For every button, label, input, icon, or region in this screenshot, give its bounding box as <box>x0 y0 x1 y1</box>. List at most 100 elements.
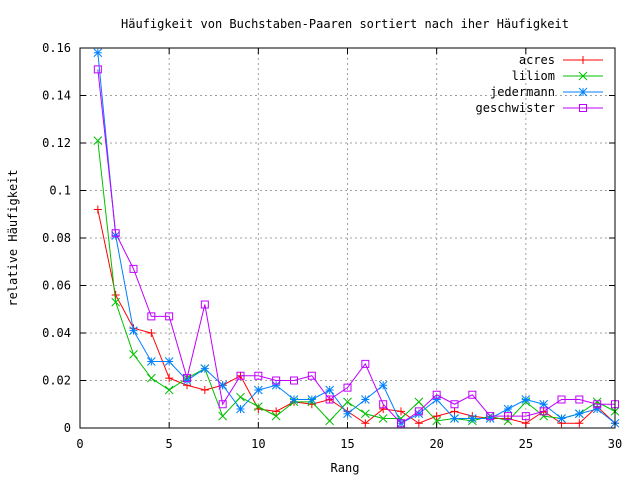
data-point-liliom <box>164 385 174 395</box>
data-point-liliom <box>325 416 335 426</box>
square-mark <box>129 264 138 273</box>
x-axis-label: Rang <box>331 461 360 475</box>
x-tick-label: 15 <box>340 437 354 451</box>
data-point-liliom <box>343 397 352 407</box>
star-mark <box>414 409 424 419</box>
star-mark <box>307 395 317 404</box>
data-point-jedermann <box>574 409 584 419</box>
data-point-geschwister <box>343 383 352 392</box>
series-geschwister <box>93 65 619 428</box>
data-point-jedermann <box>129 326 138 335</box>
data-point-geschwister <box>290 376 298 385</box>
data-point-jedermann <box>200 364 210 373</box>
data-point-liliom <box>378 414 388 423</box>
data-point-liliom <box>218 411 228 421</box>
data-point-geschwister <box>432 390 441 399</box>
cross-mark <box>360 409 370 419</box>
cross-mark <box>578 71 588 81</box>
data-point-acres <box>165 374 174 383</box>
cross-mark <box>236 392 245 402</box>
y-tick-label: 0.08 <box>42 231 71 245</box>
star-mark <box>325 385 335 395</box>
data-point-geschwister <box>450 400 459 409</box>
data-point-liliom <box>539 411 549 421</box>
cross-mark <box>592 397 602 407</box>
data-point-liliom <box>360 409 370 419</box>
data-point-geschwister <box>218 400 227 409</box>
data-point-jedermann <box>307 395 317 404</box>
data-point-geschwister <box>397 419 405 428</box>
cross-mark <box>271 411 281 421</box>
cross-mark <box>111 297 121 307</box>
square-mark <box>200 300 209 309</box>
data-point-jedermann <box>271 380 281 390</box>
star-mark <box>360 395 370 404</box>
plot-frame <box>79 47 616 429</box>
data-point-acres <box>521 419 530 428</box>
cross-mark <box>343 397 352 407</box>
star-mark <box>200 364 210 373</box>
star-mark <box>164 357 174 366</box>
data-point-acres <box>379 405 388 413</box>
square-mark <box>236 371 245 380</box>
legend-item-acres: acres <box>519 53 603 67</box>
data-point-liliom <box>236 392 245 402</box>
chart-title: Häufigkeit von Buchstaben-Paaren sortier… <box>121 17 569 31</box>
star-mark <box>557 414 566 423</box>
star-mark <box>253 385 263 395</box>
data-point-geschwister <box>272 376 281 385</box>
data-point-acres <box>200 386 209 394</box>
square-mark <box>111 229 120 238</box>
cross-mark <box>432 416 442 426</box>
cross-mark <box>503 416 513 426</box>
legend-label: jedermann <box>490 85 555 99</box>
square-mark <box>414 407 423 416</box>
y-tick-label: 0.12 <box>42 136 71 150</box>
square-mark <box>165 312 174 321</box>
data-point-jedermann <box>592 404 602 414</box>
data-point-liliom <box>146 373 156 383</box>
cross-mark <box>539 411 549 421</box>
cross-mark <box>325 416 335 426</box>
data-point-geschwister <box>468 390 477 399</box>
data-point-geschwister <box>147 312 156 321</box>
data-point-jedermann <box>557 414 566 423</box>
data-point-geschwister <box>307 371 316 380</box>
square-mark <box>290 376 298 385</box>
y-tick-label: 0.04 <box>42 326 71 340</box>
data-point-geschwister <box>486 412 495 421</box>
square-mark <box>521 412 530 421</box>
data-point-liliom <box>111 297 121 307</box>
legend-item-liliom: liliom <box>512 69 603 83</box>
data-point-acres <box>450 407 459 416</box>
square-mark <box>593 400 602 409</box>
star-mark <box>236 404 245 414</box>
star-mark <box>578 87 588 97</box>
data-point-acres <box>147 329 156 337</box>
data-point-geschwister <box>593 400 602 409</box>
data-point-acres <box>432 412 441 421</box>
series-jedermann <box>93 48 620 428</box>
axes: 0 0.02 0.04 0.06 0.08 0.1 0.12 0.14 0.16 0 5 10 15 20… <box>42 41 622 451</box>
square-mark <box>379 400 388 409</box>
legend-marker <box>579 104 587 112</box>
x-tick-label: 20 <box>429 437 443 451</box>
legend-marker <box>579 56 587 64</box>
y-tick-label: 0.14 <box>42 89 71 103</box>
star-mark <box>129 326 138 335</box>
y-tick-label: 0.02 <box>42 374 71 388</box>
star-mark <box>289 395 299 404</box>
y-tick-label: 0.1 <box>49 184 71 198</box>
star-mark <box>539 399 549 409</box>
data-point-liliom <box>432 416 442 426</box>
data-point-jedermann <box>503 404 513 414</box>
data-point-liliom <box>503 416 513 426</box>
data-point-geschwister <box>236 371 245 380</box>
star-mark <box>343 409 352 419</box>
data-point-liliom <box>414 397 424 407</box>
data-point-jedermann <box>521 395 531 404</box>
legend-marker <box>578 71 588 81</box>
data-point-acres <box>414 419 423 428</box>
data-point-liliom <box>129 350 138 359</box>
star-mark <box>378 380 388 390</box>
